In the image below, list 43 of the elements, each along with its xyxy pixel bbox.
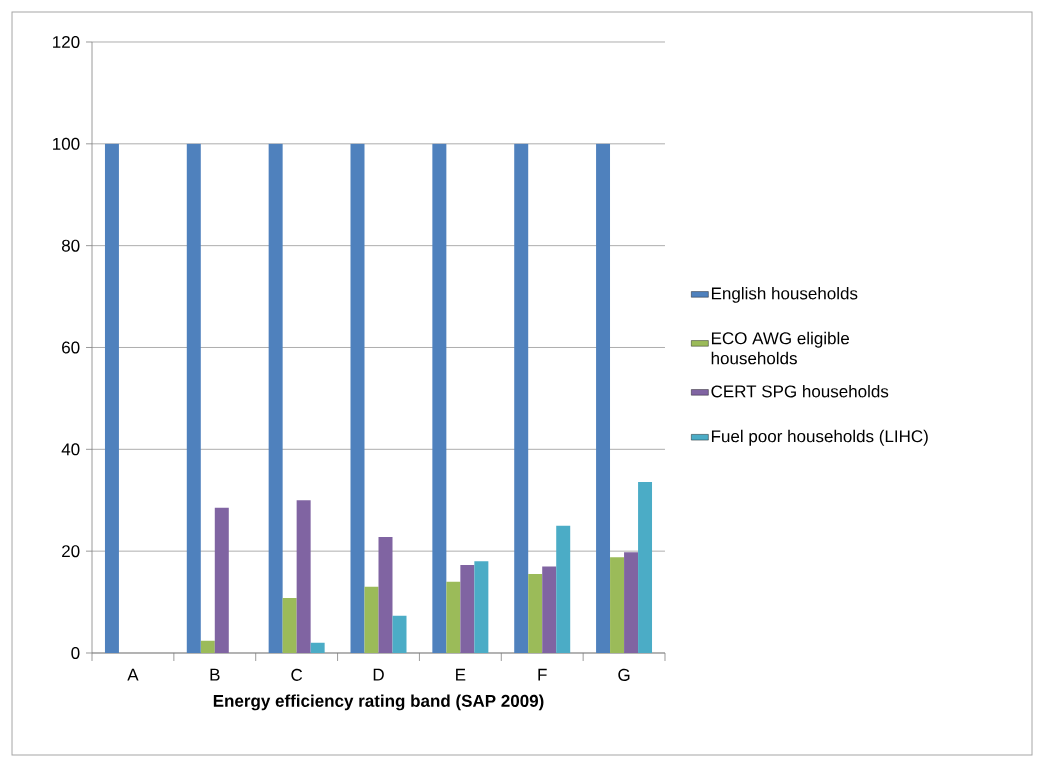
bar [364, 586, 379, 653]
bar [596, 143, 611, 653]
y-tick-label: 60 [62, 341, 80, 354]
y-tick-label: 100 [53, 137, 80, 150]
bar [556, 525, 571, 653]
x-tick-label: F [538, 668, 547, 681]
bar [514, 143, 529, 653]
bar [282, 597, 297, 653]
bar [610, 557, 625, 653]
x-tick-label: A [127, 668, 139, 681]
y-tick-label: 120 [53, 35, 80, 49]
y-tick-label: 40 [61, 443, 80, 456]
bar [378, 536, 393, 653]
bar [310, 642, 325, 653]
x-tick-label: D [373, 668, 384, 681]
bar [350, 143, 365, 653]
legend-label: ECO AWG eligible households [711, 331, 849, 365]
x-tick-label: C [291, 668, 303, 681]
bar [268, 143, 283, 653]
bar [528, 574, 543, 653]
bar [432, 143, 447, 653]
bar [214, 507, 229, 653]
bar [446, 581, 461, 653]
y-tick-label: 0 [71, 646, 80, 660]
bar [638, 481, 653, 653]
x-tick-label: E [456, 668, 466, 681]
y-tick-label: 20 [62, 545, 80, 558]
bar [104, 143, 119, 653]
bar [186, 143, 201, 653]
bar [624, 552, 639, 653]
legend-label: CERT SPG households [711, 384, 889, 398]
x-axis-title: Energy efficiency rating band (SAP 2009) [213, 694, 544, 711]
legend-label: English households [711, 286, 858, 303]
legend-label: Fuel poor households (LIHC) [711, 429, 928, 446]
y-tick-label: 80 [61, 239, 80, 252]
bar [392, 615, 407, 653]
bar [296, 500, 311, 653]
x-tick-label: B [210, 668, 220, 681]
bar [542, 566, 557, 653]
x-tick-label: G [618, 668, 630, 681]
bar [200, 640, 215, 653]
bar [474, 561, 489, 653]
bar [460, 564, 475, 653]
